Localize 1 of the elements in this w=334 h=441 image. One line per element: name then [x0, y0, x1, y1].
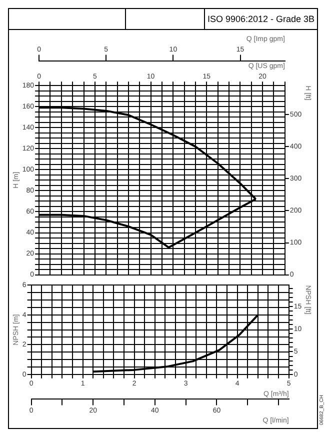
- chart-title: ISO 9906:2012 - Grade 3B: [206, 13, 316, 26]
